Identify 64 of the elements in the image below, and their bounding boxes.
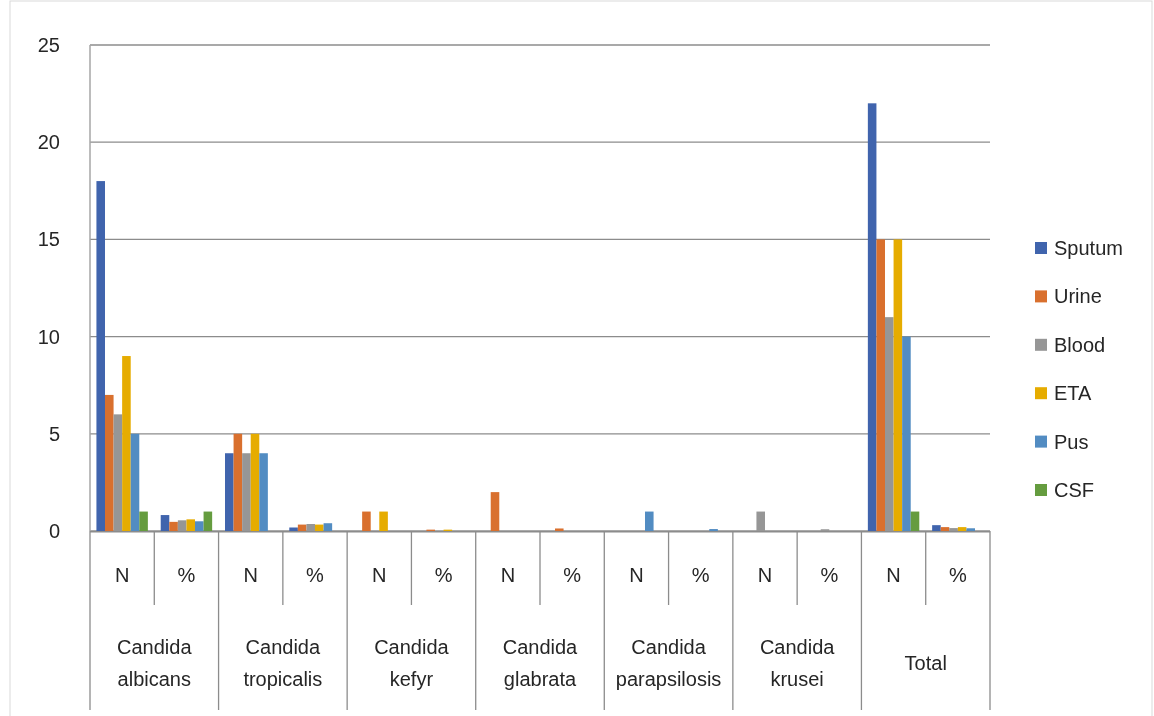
x-tick-label: N bbox=[114, 564, 130, 586]
bar bbox=[130, 433, 140, 531]
legend-label: Blood bbox=[1054, 333, 1106, 356]
y-tick-label: 20 bbox=[37, 131, 60, 154]
bar bbox=[902, 336, 911, 531]
x-tick-label: % bbox=[948, 564, 967, 586]
x-tick-label: N bbox=[629, 564, 644, 586]
text: Candida parapsilosis bbox=[615, 636, 722, 690]
bar bbox=[225, 453, 234, 531]
legend-label: Urine bbox=[1054, 285, 1102, 308]
x-tick-label: % bbox=[434, 564, 453, 586]
bar bbox=[195, 521, 204, 531]
bar bbox=[932, 525, 941, 531]
text: Candida glabrata bbox=[502, 636, 579, 690]
text: Candida krusei bbox=[759, 636, 836, 690]
x-tick-label: N bbox=[886, 564, 901, 586]
bar bbox=[122, 356, 131, 531]
bar bbox=[160, 515, 170, 531]
x-tick-label: % bbox=[820, 564, 839, 586]
bar bbox=[186, 519, 195, 531]
bar bbox=[259, 453, 268, 531]
bar bbox=[490, 492, 500, 531]
bar bbox=[893, 239, 903, 531]
legend-label: CSF bbox=[1054, 479, 1094, 501]
bar bbox=[203, 511, 213, 531]
bar bbox=[966, 528, 975, 531]
bar bbox=[940, 527, 950, 531]
text: Candida kefyr bbox=[374, 636, 450, 690]
bar bbox=[876, 239, 885, 531]
x-tick-label: % bbox=[306, 564, 325, 586]
bar bbox=[645, 511, 654, 531]
bar bbox=[96, 181, 105, 531]
x-tick-label: N bbox=[243, 564, 258, 586]
x-tick-label: N bbox=[757, 564, 773, 586]
x-tick-label: % bbox=[563, 564, 582, 586]
bar bbox=[323, 523, 333, 531]
y-tick-label: 25 bbox=[37, 34, 60, 56]
y-tick-label: 10 bbox=[37, 325, 60, 348]
bar bbox=[379, 511, 388, 531]
x-tick-label: N bbox=[500, 564, 516, 586]
bar bbox=[362, 511, 371, 531]
bar bbox=[233, 433, 243, 531]
bar bbox=[169, 521, 178, 531]
y-tick-label: 5 bbox=[48, 422, 60, 445]
y-tick-label: 0 bbox=[48, 520, 60, 542]
bar bbox=[957, 527, 967, 531]
legend-label: Sputum bbox=[1054, 237, 1123, 259]
legend-label: Pus bbox=[1054, 430, 1089, 453]
x-tick-label: % bbox=[177, 564, 196, 586]
x-tick-label: % bbox=[691, 564, 710, 586]
bar bbox=[315, 524, 324, 531]
bar bbox=[105, 394, 114, 531]
legend-label: ETA bbox=[1054, 382, 1093, 405]
bar bbox=[867, 103, 877, 531]
bar bbox=[910, 511, 920, 531]
text: Total bbox=[904, 652, 947, 674]
bar bbox=[250, 433, 260, 531]
bar bbox=[139, 511, 148, 531]
bar bbox=[555, 528, 564, 531]
x-tick-label: N bbox=[372, 564, 387, 586]
text: Candida tropicalis bbox=[243, 636, 323, 690]
bar bbox=[289, 527, 298, 531]
y-tick-label: 15 bbox=[37, 228, 60, 251]
text: Candida albicans bbox=[117, 636, 193, 690]
